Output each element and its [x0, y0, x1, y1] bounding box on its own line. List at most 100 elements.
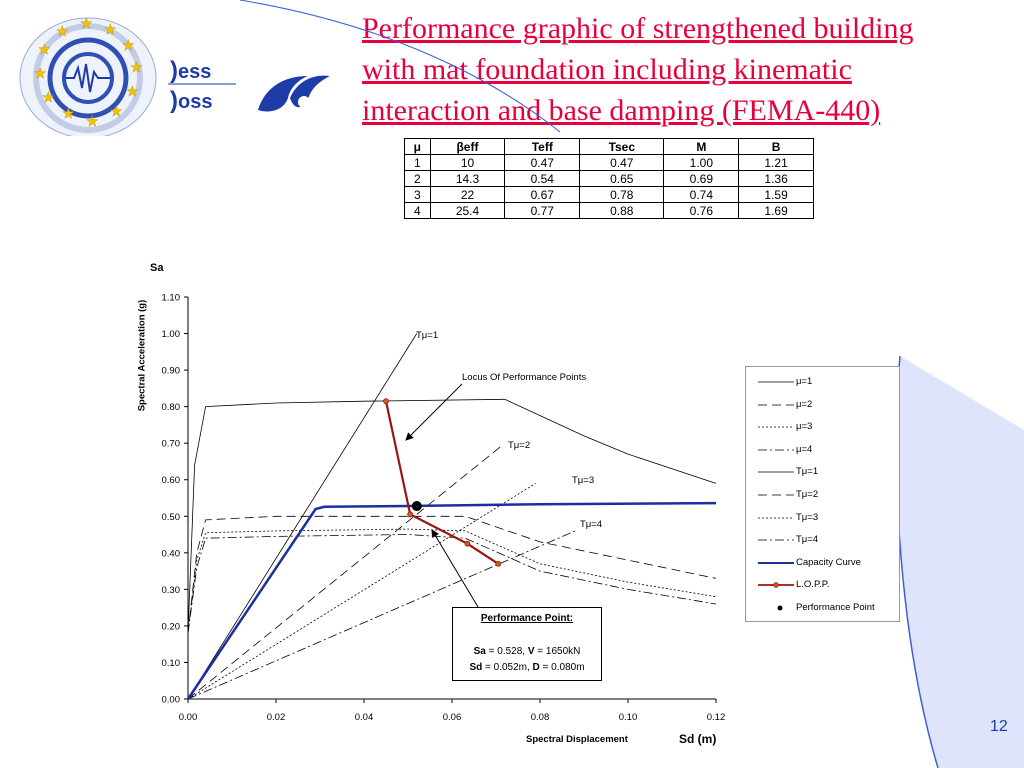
svg-text:★: ★: [104, 21, 117, 37]
x-tick-label: 0.00: [179, 712, 198, 723]
lopp-point: [383, 398, 389, 405]
decor-blue-wave: [896, 356, 1024, 768]
chart-legend: μ=1 μ=2 μ=3 μ=4 Tμ=1 Tμ=2 Tμ=3 Tμ=4 Capacity Cur…: [745, 366, 900, 622]
y-tick-label: 0.20: [162, 621, 181, 632]
damping-parameters-table: μ βeff Teff Tsec M B 1 10 0.47 0.47 1.00…: [404, 138, 814, 219]
svg-text:): ): [170, 57, 178, 84]
y-tick-label: 0.70: [162, 439, 181, 450]
y-tick-label: 0.50: [162, 512, 181, 523]
title-line-1: Performance graphic of strengthened buil…: [362, 12, 914, 45]
svg-text:★: ★: [86, 113, 99, 129]
lopp-point: [495, 560, 502, 567]
table-row: 1 10 0.47 0.47 1.00 1.21: [404, 154, 814, 171]
svg-text:★: ★: [130, 59, 143, 75]
legend-swatch: [758, 517, 794, 518]
y-tick-label: 0.60: [162, 475, 181, 486]
fp6-logo: [258, 75, 330, 112]
svg-text:): ): [170, 87, 178, 114]
series-l-o-p-p: [384, 400, 499, 565]
series-t-2: [187, 446, 501, 700]
performance-point-line-2: Sd = 0.052m, D = 0.080m: [469, 662, 585, 673]
legend-label: Tμ=2: [796, 489, 819, 500]
x-tick-label: 0.12: [707, 712, 726, 723]
legend-label: L.O.P.P.: [796, 579, 830, 591]
y-tick-label: 0.30: [162, 585, 181, 596]
legend-label: μ=3: [796, 421, 813, 433]
legend-label: Tμ=3: [796, 511, 819, 523]
y-axis-label: Spectral Acceleration (g): [136, 299, 148, 412]
series-3: [187, 528, 717, 634]
y-tick-label: 0.00: [162, 695, 181, 706]
table-header-row: μ βeff Teff Tsec M B: [404, 138, 814, 155]
series-1: [187, 398, 717, 634]
svg-text:★: ★: [42, 89, 55, 105]
page-number: 12: [990, 718, 1008, 735]
series-2: [187, 515, 717, 634]
legend-label: μ=1: [796, 376, 813, 387]
svg-text:★: ★: [110, 103, 123, 119]
legend-swatch: [758, 471, 794, 473]
legend-swatch: [758, 426, 794, 428]
legend-swatch: [758, 381, 794, 383]
svg-text:★: ★: [34, 65, 47, 81]
performance-point-heading: Performance Point:: [480, 613, 574, 624]
t-mu-4-label: Tμ=4: [580, 519, 603, 530]
x-tick-label: 0.04: [355, 712, 374, 723]
decor-swoosh: [239, 0, 561, 133]
svg-text:★: ★: [122, 37, 135, 53]
performance-point-line-1: Sa = 0.528, V = 1650kN: [473, 646, 581, 657]
svg-text:★: ★: [80, 15, 93, 31]
legend-label: Tμ=1: [796, 466, 819, 478]
legend-label: Performance Point: [796, 602, 875, 613]
lopp-point: [407, 511, 414, 518]
x-tick-label: 0.10: [619, 712, 638, 723]
series-t-3: [187, 483, 536, 700]
title-line-2: with mat foundation including kinematic: [362, 53, 852, 86]
svg-text:★: ★: [62, 105, 75, 121]
series-t-1: [187, 333, 418, 700]
x-tick-label: 0.06: [443, 712, 462, 723]
x-axis-label: Spectral Displacement: [526, 734, 628, 745]
locus-arrow: [405, 383, 463, 441]
legend-swatch: [758, 539, 794, 541]
series-4: [187, 534, 717, 634]
svg-text:★: ★: [38, 41, 51, 57]
column-header: Tsec: [579, 138, 665, 155]
legend-swatch: [758, 404, 794, 405]
t-mu-1-label: Tμ=1: [416, 330, 439, 341]
y-axis-top-label: Sa: [150, 262, 164, 274]
y-tick-label: 0.40: [162, 548, 181, 559]
table-cell: 0.76: [663, 202, 740, 219]
table-row: 3 22 0.67 0.78 0.74 1.59: [404, 186, 814, 203]
performance-point-arrow: [431, 529, 479, 608]
y-tick-label: 1.10: [162, 293, 181, 304]
legend-swatch: [758, 582, 794, 589]
y-tick-label: 0.80: [162, 402, 181, 413]
x-tick-label: 0.08: [531, 712, 550, 723]
legend-marker: [777, 605, 783, 611]
lessloss-logo: ★ ★ ★ ★ ★ ★ ★ ★ ★ ★ ★ ★ ) ess ) oss: [8, 6, 338, 139]
x-tick-label: 0.02: [267, 712, 286, 723]
legend-label: μ=4: [796, 443, 813, 455]
t-mu-3-label: Tμ=3: [572, 475, 595, 486]
table-row: 4 25.4 0.77 0.88 0.76 1.69: [404, 202, 814, 219]
lopp-point: [464, 540, 471, 547]
svg-text:★: ★: [56, 23, 69, 39]
title-line-3: interaction and base damping (FEMA-440): [362, 94, 881, 127]
table-cell: 4: [404, 202, 431, 219]
legend-swatch: [758, 561, 794, 564]
legend-label: Capacity Curve: [796, 556, 861, 568]
legend-swatch: [758, 449, 794, 451]
legend-label: Tμ=4: [796, 534, 819, 546]
legend-marker: [773, 582, 779, 589]
y-tick-label: 0.10: [162, 658, 181, 669]
performance-point-box: Performance Point: Sa = 0.528, V = 1650k…: [452, 607, 602, 681]
y-tick-label: 1.00: [162, 329, 181, 340]
x-axis-unit-label: Sd (m): [679, 732, 717, 746]
legend-swatch: [777, 605, 783, 611]
series-t-4: [187, 530, 576, 700]
locus-annotation: Locus Of Performance Points: [462, 372, 587, 383]
svg-text:★: ★: [126, 83, 139, 99]
table-cell: 0.88: [579, 202, 665, 219]
t-mu-2-label: Tμ=2: [508, 440, 531, 451]
